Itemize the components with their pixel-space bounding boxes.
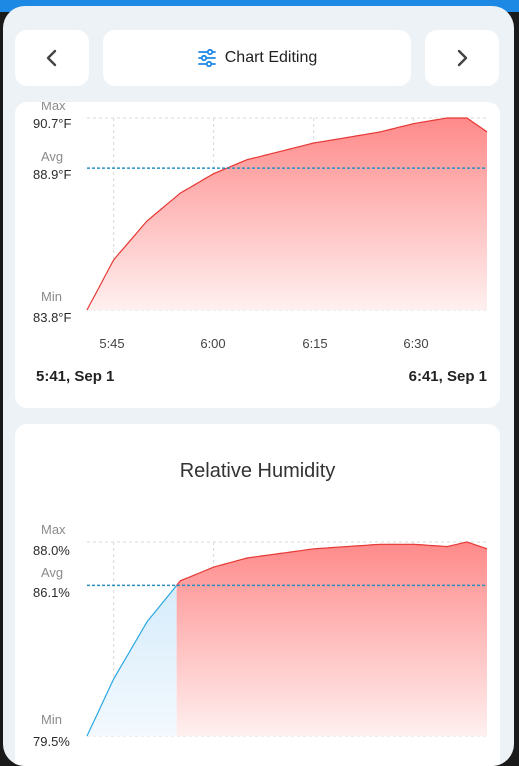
min-label: Min [41,712,62,727]
temperature-chart: Max 90.7°F Avg 88.9°F Min 83.8°F 5:45 6:… [33,102,488,351]
humidity-chart: Max 88.0% Avg 86.1% Min 79.5% [33,522,488,749]
max-value: 88.0% [33,543,70,558]
humidity-above-avg-area [176,542,487,736]
avg-label: Avg [41,565,63,580]
previous-button[interactable] [15,30,89,86]
max-value: 90.7°F [33,116,72,131]
max-label: Max [41,522,66,537]
humidity-chart-card: Relative Humidity Max 88.0% Avg 86.1% Mi… [15,424,500,766]
humidity-line-above-avg [176,541,488,586]
min-label: Min [41,289,62,304]
chart-editing-button[interactable]: Chart Editing [103,30,411,86]
avg-value: 86.1% [33,585,70,600]
temperature-line [86,117,488,311]
x-axis-ticks: 5:45 6:00 6:15 6:30 [99,336,428,351]
min-value: 83.8°F [33,310,72,325]
chevron-left-icon [46,49,57,67]
chevron-right-icon [457,49,468,67]
x-tick: 6:30 [403,336,428,351]
next-button[interactable] [425,30,499,86]
max-label: Max [41,102,66,113]
chart-editing-label: Chart Editing [224,49,318,66]
avg-value: 88.9°F [33,167,72,182]
chart-title: Relative Humidity [179,460,336,482]
avg-label: Avg [41,149,63,164]
sliders-icon [197,48,216,68]
x-tick: 6:15 [302,336,327,351]
range-end: 6:41, Sep 1 [408,368,487,385]
humidity-line-below-avg [86,585,178,737]
humidity-below-avg-area [87,585,177,736]
min-value: 79.5% [33,734,70,749]
temperature-chart-card: Max 90.7°F Avg 88.9°F Min 83.8°F 5:45 6:… [15,102,500,408]
range-start: 5:41, Sep 1 [36,368,115,385]
app-frame: Chart Editing Max 90.7°F Avg 88.9°F Min … [3,6,514,766]
temperature-area [87,118,487,310]
y-axis-labels: Max 90.7°F Avg 88.9°F Min 83.8°F [33,102,72,325]
x-tick: 6:00 [200,336,225,351]
x-tick: 5:45 [99,336,124,351]
y-axis-labels: Max 88.0% Avg 86.1% Min 79.5% [33,522,70,749]
